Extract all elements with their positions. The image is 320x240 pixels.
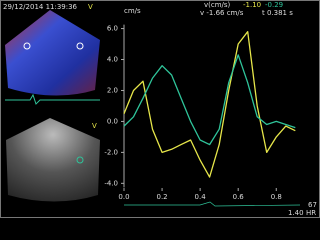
roi-marker xyxy=(76,156,84,164)
y-tick-label: -2.0 xyxy=(104,148,118,156)
y-axis-label: cm/s xyxy=(124,7,141,15)
x-tick-label: 0.4 xyxy=(195,193,207,201)
ecg-trace xyxy=(5,93,100,105)
marker: V xyxy=(92,122,97,130)
y-tick-label: 0.0 xyxy=(107,117,118,125)
y-tick-label: 4.0 xyxy=(107,56,118,64)
ecg-trace xyxy=(124,201,301,207)
hr-value: 67 xyxy=(308,201,317,209)
y-tick-label: -4.0 xyxy=(104,179,118,187)
y-tick-label: 2.0 xyxy=(107,86,118,94)
roi-marker xyxy=(23,42,31,50)
cursor-time: t 0.381 s xyxy=(262,9,293,17)
x-tick-label: 0.8 xyxy=(271,193,282,201)
marker: V xyxy=(88,3,93,11)
series-line xyxy=(123,54,296,146)
screen: 29/12/2014 11:39:36 V V cm/s v(cm/s) -1.… xyxy=(0,0,320,218)
hr-label: HR xyxy=(306,209,316,217)
cursor-value: v -1.66 cm/s xyxy=(200,9,244,17)
doppler-image xyxy=(5,10,100,96)
datetime: 29/12/2014 11:39:36 xyxy=(3,3,78,11)
readout-value: -1.10 xyxy=(243,1,261,9)
hr-scale: 1.40 xyxy=(288,209,304,217)
series-line xyxy=(123,31,296,178)
x-tick-label: 0.0 xyxy=(118,193,129,201)
roi-marker xyxy=(76,42,84,50)
x-tick-label: 0.6 xyxy=(233,193,245,201)
y-tick-label: 6.0 xyxy=(107,25,118,33)
readout-value: -0.29 xyxy=(265,1,283,9)
readout-label: v(cm/s) xyxy=(204,1,231,9)
echo-image xyxy=(6,118,100,202)
page: 29/12/2014 11:39:36 V V cm/s v(cm/s) -1.… xyxy=(0,0,320,218)
x-tick-label: 0.2 xyxy=(156,193,167,201)
